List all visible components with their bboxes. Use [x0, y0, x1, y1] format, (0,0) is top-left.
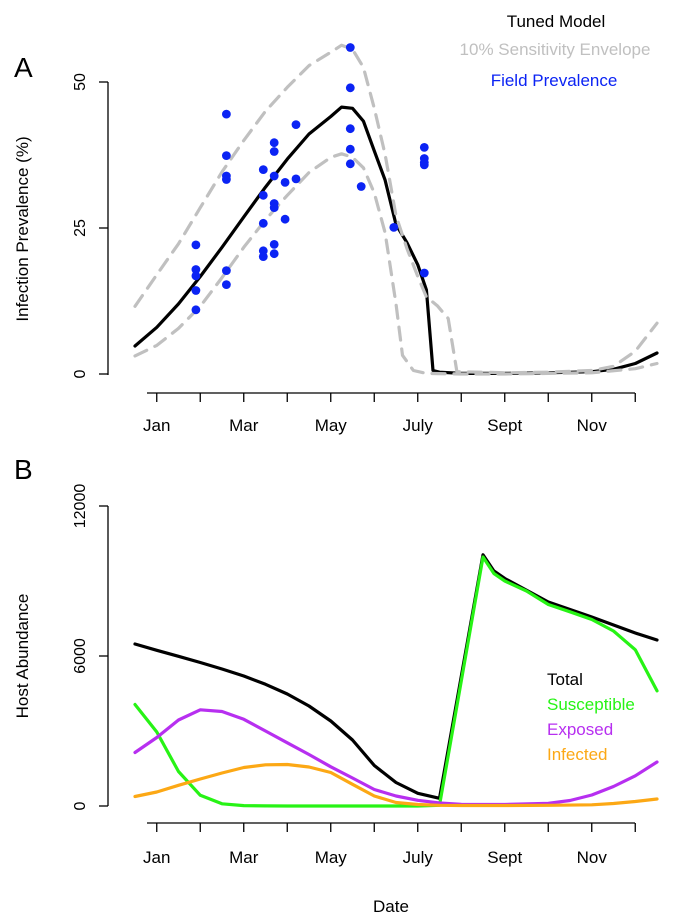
field-prevalence-point	[419, 160, 429, 170]
field-prevalence-point	[389, 223, 399, 232]
panel-a-x-tick-label: Sept	[487, 416, 522, 435]
panel-b-x-tick-label: Nov	[577, 848, 608, 867]
field-prevalence-point	[345, 144, 355, 154]
panel-a-y-tick-label: 0	[72, 369, 89, 378]
field-prevalence-point	[345, 159, 355, 169]
field-prevalence-point	[258, 218, 268, 228]
panel-a-legend: Tuned Model 10% Sensitivity Envelope Fie…	[460, 12, 651, 90]
field-prevalence-point	[269, 171, 279, 181]
field-prevalence-point	[258, 252, 268, 261]
panel-a-series-10-sensitivity-envelope	[133, 43, 659, 375]
legend-entry-exposed: Exposed	[547, 720, 613, 739]
field-prevalence-point	[356, 182, 366, 191]
field-prevalence-point	[269, 203, 279, 213]
field-prevalence-point	[291, 174, 301, 184]
field-prevalence-point	[222, 175, 231, 184]
legend-entry-susceptible: Susceptible	[547, 695, 635, 714]
panel-b-x-tick-label: July	[403, 848, 434, 867]
panel-a-lines	[133, 43, 659, 376]
panel-b-series-infected	[133, 762, 659, 808]
field-prevalence-point	[191, 265, 201, 274]
panel-a-x-tick-label: Nov	[577, 416, 608, 435]
legend-entry-tuned-model: Tuned Model	[507, 12, 606, 31]
panel-a-x-tick-label: Jan	[143, 416, 170, 435]
field-prevalence-point	[222, 280, 231, 289]
field-prevalence-point	[269, 249, 279, 259]
panel-a-series-tuned-model	[133, 105, 659, 375]
panel-a-x-tick-label: July	[403, 416, 434, 435]
panel-a-series-10-sensitivity-envelope-lower	[133, 152, 659, 376]
panel-a-y-tick-label: 25	[72, 219, 89, 237]
panel-b-x-axis-title: Date	[373, 897, 409, 915]
field-prevalence-point	[345, 83, 355, 93]
legend-entry-field-prevalence: Field Prevalence	[491, 71, 618, 90]
field-prevalence-point	[191, 305, 201, 315]
field-prevalence-point	[345, 124, 355, 134]
legend-entry-total: Total	[547, 670, 583, 689]
field-prevalence-point	[258, 190, 268, 200]
panel-a: A 0 25 50 Jan Mar May July Sept Nov Infection P…	[13, 12, 659, 435]
panel-b-x-tick-label: May	[315, 848, 348, 867]
field-prevalence-point	[419, 143, 429, 152]
panel-b-x-tick-label: Jan	[143, 848, 170, 867]
panel-b-y-tick-label: 12000	[72, 484, 89, 529]
field-prevalence-point	[291, 120, 301, 129]
panel-a-points	[191, 43, 429, 315]
field-prevalence-point	[222, 266, 231, 275]
panel-a-y-tick-label: 50	[72, 73, 89, 91]
panel-a-x-axis: Jan Mar May July Sept Nov	[143, 392, 636, 435]
panel-b: B 0 6000 12000 Jan Mar May July Sept Nov Host A…	[13, 454, 659, 915]
field-prevalence-point	[280, 214, 290, 224]
panel-a-x-tick-label: Mar	[229, 416, 259, 435]
panel-a-y-axis: 0 25 50	[72, 73, 109, 378]
panel-b-x-axis: Jan Mar May July Sept Nov	[143, 822, 636, 867]
panel-a-label: A	[14, 52, 33, 83]
field-prevalence-point	[222, 151, 231, 161]
panel-b-legend: Total Susceptible Exposed Infected	[547, 670, 635, 764]
field-prevalence-point	[191, 286, 201, 295]
field-prevalence-point	[222, 109, 231, 119]
field-prevalence-point	[269, 147, 279, 156]
panel-b-y-axis-title: Host Abundance	[13, 594, 32, 719]
field-prevalence-point	[345, 43, 355, 52]
panel-a-x-tick-label: May	[315, 416, 348, 435]
field-prevalence-point	[280, 178, 290, 187]
panel-a-y-axis-title: Infection Prevalence (%)	[13, 136, 32, 321]
panel-b-x-tick-label: Sept	[487, 848, 522, 867]
field-prevalence-point	[191, 240, 201, 250]
legend-entry-infected: Infected	[547, 745, 608, 764]
panel-b-x-tick-label: Mar	[229, 848, 259, 867]
field-prevalence-point	[269, 138, 279, 148]
field-prevalence-point	[419, 268, 429, 278]
legend-entry-sensitivity-envelope: 10% Sensitivity Envelope	[460, 40, 651, 59]
field-prevalence-point	[269, 240, 279, 249]
panel-b-series-exposed	[133, 708, 659, 807]
field-prevalence-point	[258, 165, 268, 175]
panel-b-y-tick-label: 6000	[72, 638, 89, 674]
panel-b-y-axis: 0 6000 12000	[72, 484, 109, 810]
field-prevalence-point	[191, 271, 201, 281]
panel-b-lines	[133, 553, 659, 808]
panel-b-label: B	[14, 454, 33, 485]
panel-b-y-tick-label: 0	[72, 801, 89, 810]
